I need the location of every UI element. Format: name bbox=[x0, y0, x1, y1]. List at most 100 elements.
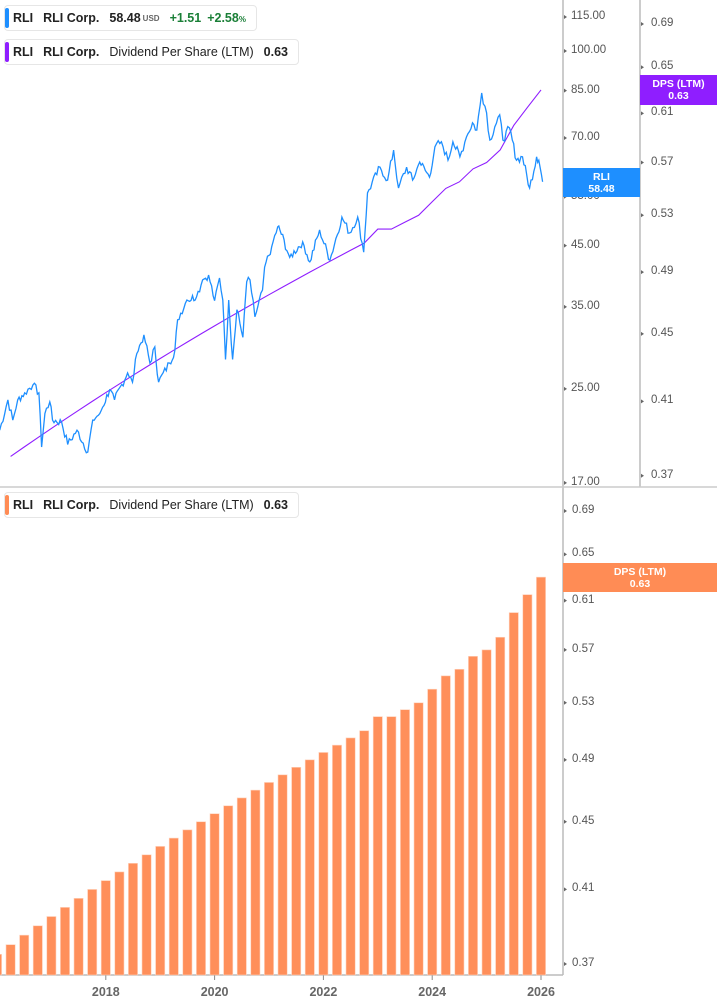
dps-line bbox=[10, 89, 542, 457]
dps-bar bbox=[32, 925, 43, 976]
dps-bar bbox=[359, 730, 370, 976]
bar-tick-label: 0.57 bbox=[572, 642, 595, 655]
bar-tick-mark bbox=[564, 700, 567, 705]
percent-sign: % bbox=[238, 15, 246, 24]
dps-bar bbox=[60, 907, 70, 976]
dps-bar bbox=[0, 953, 2, 976]
dps-tag-value: 0.63 bbox=[668, 90, 689, 102]
dps-bar-color bbox=[5, 495, 9, 515]
price-tick-mark bbox=[564, 386, 567, 391]
dps-tick-mark bbox=[641, 399, 644, 404]
dps-bar bbox=[46, 916, 57, 976]
dps-tick-label: 0.53 bbox=[651, 208, 674, 221]
legend-value: 0.63 bbox=[263, 498, 288, 512]
dps-tick-mark bbox=[641, 331, 644, 336]
dps-bar bbox=[427, 688, 438, 976]
dps-tag-label: DPS (LTM) bbox=[652, 78, 705, 90]
dps-bar bbox=[508, 612, 519, 976]
bar-tick-label: 0.41 bbox=[572, 882, 595, 895]
price-tag-label: RLI bbox=[593, 171, 610, 183]
price-legend[interactable]: RLI RLI Corp. 58.48 USD +1.51 +2.58% bbox=[4, 5, 257, 31]
legend-company: RLI Corp. bbox=[43, 11, 100, 25]
dps-bar bbox=[386, 716, 397, 976]
price-line bbox=[0, 92, 544, 454]
legend-company: RLI Corp. bbox=[43, 45, 100, 59]
price-tick-mark bbox=[564, 243, 567, 248]
x-tick-label: 2026 bbox=[527, 985, 555, 999]
legend-price: 58.48 bbox=[109, 11, 141, 25]
dps-bar bbox=[264, 782, 274, 976]
x-tick-label: 2024 bbox=[418, 985, 447, 999]
dps-tag: DPS (LTM) 0.63 bbox=[640, 75, 717, 105]
legend-change-pct: +2.58 bbox=[207, 11, 239, 25]
dps-tick-mark bbox=[641, 65, 644, 70]
dps-tick-label: 0.65 bbox=[651, 60, 674, 73]
bar-tick-mark bbox=[564, 962, 567, 967]
dps-tick-label: 0.57 bbox=[651, 155, 674, 168]
legend-ticker: RLI bbox=[13, 45, 34, 59]
price-tick-label: 115.00 bbox=[571, 10, 606, 22]
dps-bar bbox=[236, 797, 247, 976]
dps-bar bbox=[332, 744, 342, 976]
bar-tick-mark bbox=[564, 757, 567, 762]
dps-bar bbox=[481, 649, 492, 976]
dps-tick-mark bbox=[641, 111, 644, 116]
bar-tick-mark bbox=[564, 887, 567, 892]
dps-bar bbox=[304, 759, 315, 976]
dps-bar bbox=[87, 889, 98, 976]
legend-ticker: RLI bbox=[13, 11, 34, 25]
dps-bar bbox=[250, 789, 261, 976]
dps-bar bbox=[196, 821, 206, 976]
dps-bar bbox=[182, 829, 193, 976]
bar-tick-label: 0.65 bbox=[572, 547, 595, 560]
dps-tick-label: 0.37 bbox=[651, 468, 674, 481]
dps-bar bbox=[468, 656, 478, 976]
dps-legend-bottom[interactable]: RLI RLI Corp. Dividend Per Share (LTM) 0… bbox=[4, 492, 299, 518]
dps-tick-label: 0.61 bbox=[651, 106, 674, 119]
bottom-tag-label: DPS (LTM) bbox=[613, 566, 667, 578]
bar-tick-label: 0.69 bbox=[572, 504, 595, 516]
price-tick-label: 17.00 bbox=[571, 475, 600, 488]
dps-legend-top[interactable]: RLI RLI Corp. Dividend Per Share (LTM) 0… bbox=[4, 39, 299, 65]
x-tick-label: 2022 bbox=[309, 985, 338, 999]
bottom-dps-tag: DPS (LTM) 0.63 bbox=[563, 563, 717, 592]
dps-bar bbox=[223, 805, 234, 976]
bar-tick-label: 0.45 bbox=[572, 814, 595, 827]
bar-tick-label: 0.49 bbox=[572, 752, 595, 765]
bar-tick-mark bbox=[564, 819, 567, 824]
bar-tick-label: 0.37 bbox=[572, 957, 595, 970]
dps-bar bbox=[73, 898, 84, 976]
price-series-color bbox=[5, 8, 9, 28]
dps-bar bbox=[413, 702, 424, 976]
price-tick-label: 100.00 bbox=[571, 44, 607, 57]
price-tick-mark bbox=[564, 480, 567, 485]
legend-change: +1.51 bbox=[169, 11, 202, 25]
price-tick-mark bbox=[564, 135, 567, 140]
dps-tick-label: 0.69 bbox=[651, 17, 674, 29]
bar-tick-mark bbox=[564, 552, 567, 557]
bar-tick-mark bbox=[564, 509, 567, 513]
price-tick-label: 35.00 bbox=[571, 299, 600, 312]
dps-bar bbox=[155, 846, 166, 976]
dps-bar bbox=[128, 863, 138, 976]
dps-bar bbox=[522, 594, 533, 976]
price-tick-mark bbox=[564, 304, 567, 309]
dps-tick-label: 0.41 bbox=[651, 394, 674, 407]
dps-tick-mark bbox=[641, 213, 644, 218]
dps-bar bbox=[5, 944, 16, 976]
dps-bar bbox=[372, 716, 383, 976]
dps-bar bbox=[291, 766, 302, 976]
x-tick-label: 2020 bbox=[200, 985, 229, 999]
legend-metric: Dividend Per Share (LTM) bbox=[109, 45, 254, 59]
bar-tick-label: 0.53 bbox=[572, 695, 595, 708]
dps-bar bbox=[209, 813, 220, 976]
legend-currency: USD bbox=[142, 13, 160, 23]
price-tick-label: 45.00 bbox=[571, 238, 600, 251]
price-tag: RLI 58.48 bbox=[563, 168, 640, 197]
dps-tick-label: 0.49 bbox=[651, 265, 674, 278]
dps-bar bbox=[495, 636, 506, 976]
price-tick-mark bbox=[564, 49, 567, 54]
dps-tick-mark bbox=[641, 473, 644, 478]
dps-bar bbox=[168, 837, 179, 976]
